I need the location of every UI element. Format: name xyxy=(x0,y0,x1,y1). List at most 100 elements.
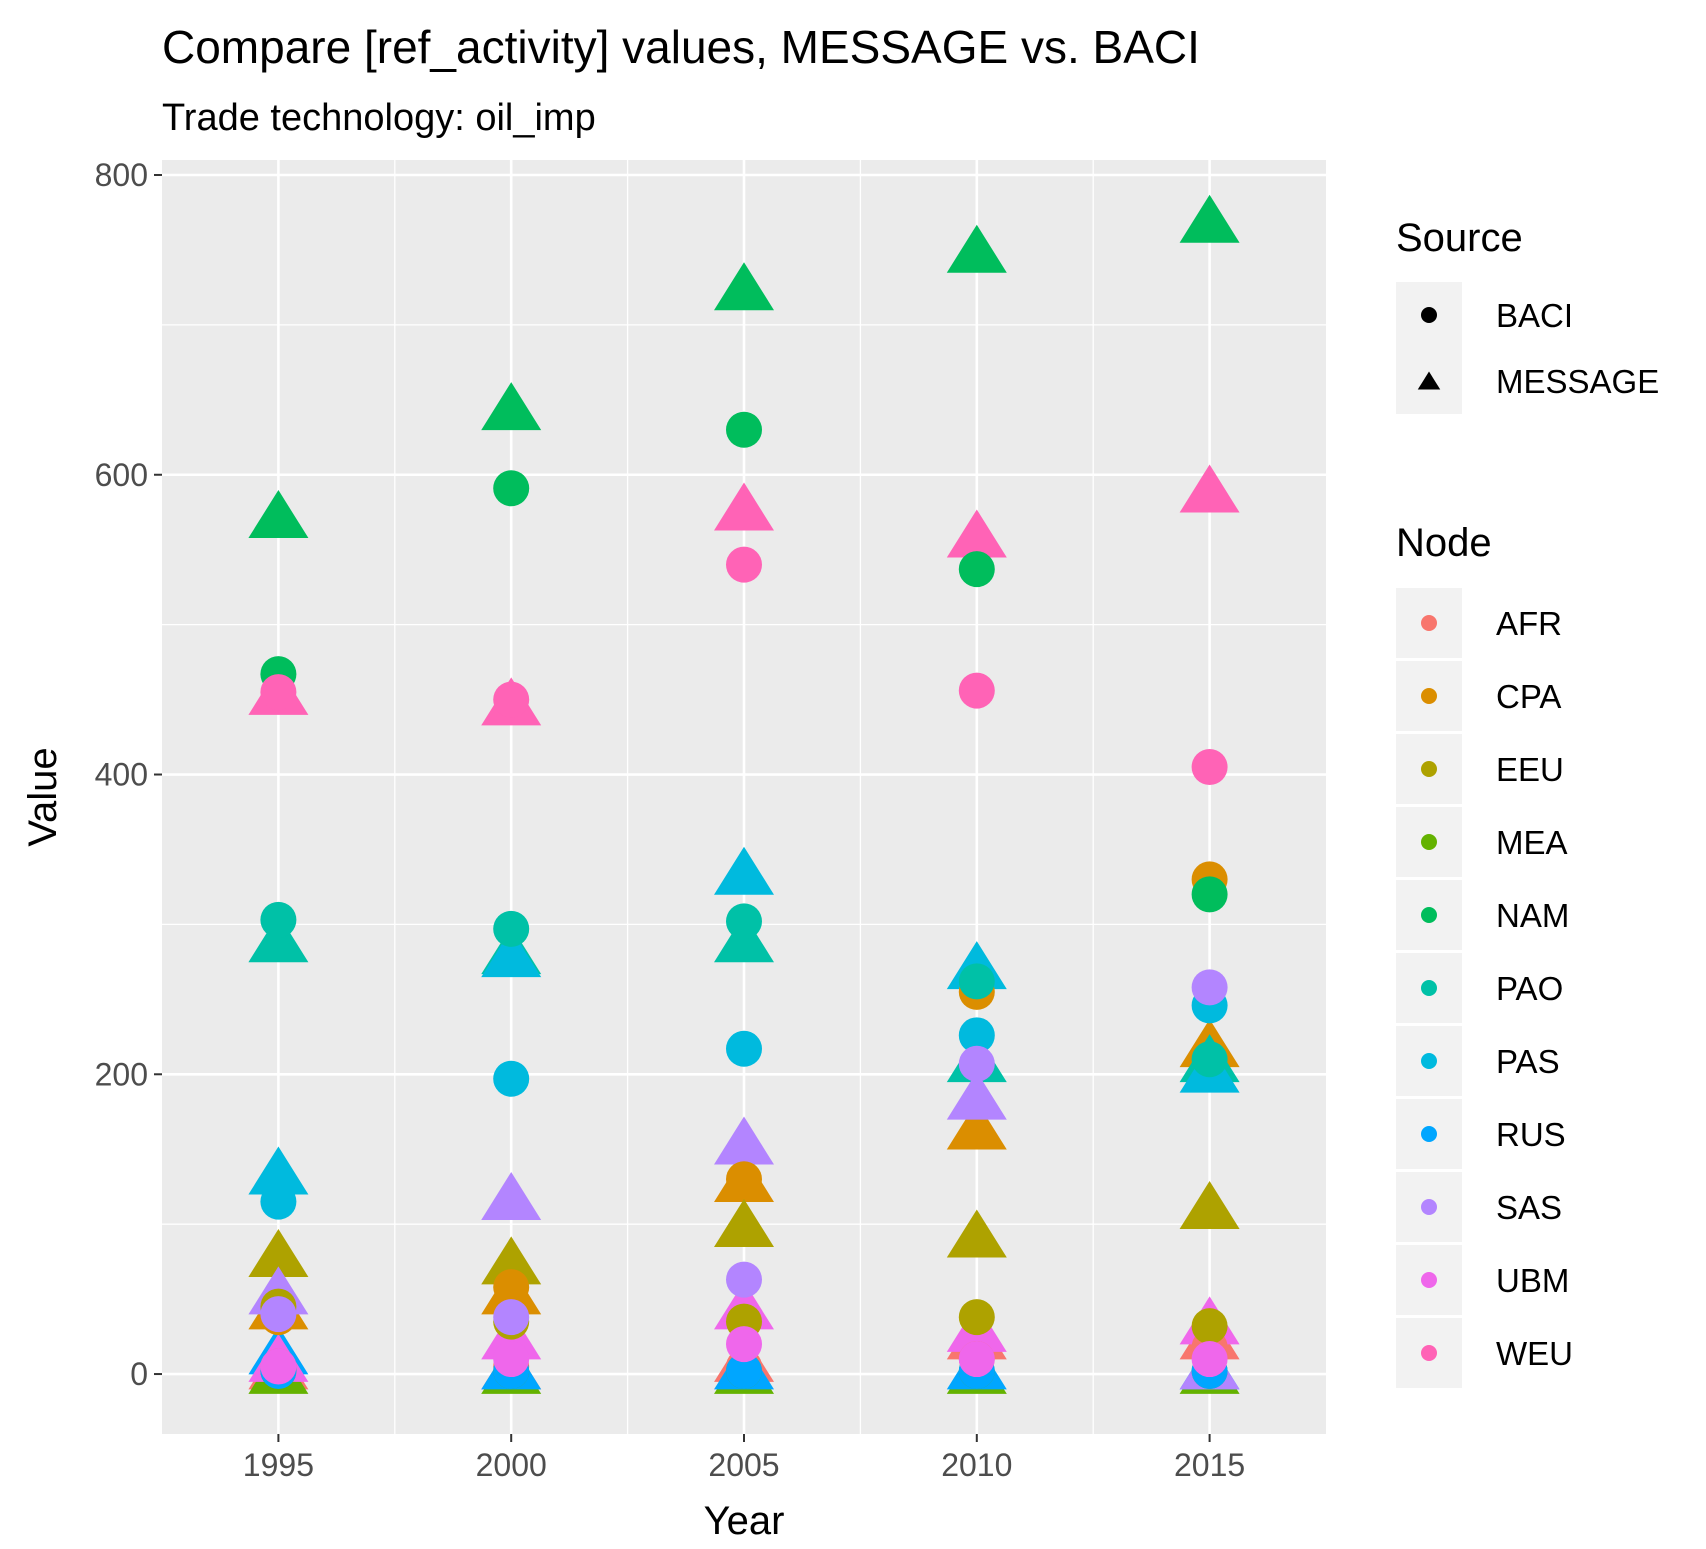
y-tick-label: 0 xyxy=(130,1356,148,1392)
point-ubm-baci-2000 xyxy=(493,1341,530,1378)
legend-source-title: Source xyxy=(1396,216,1523,260)
point-nam-baci-2005 xyxy=(726,411,762,448)
point-pas-baci-2010 xyxy=(958,1017,995,1054)
x-tick-label: 2015 xyxy=(1174,1447,1245,1483)
point-pas-baci-2000 xyxy=(493,1060,530,1097)
legend-node-key-dot xyxy=(1421,980,1437,996)
x-tick-label: 2000 xyxy=(476,1447,547,1483)
point-pao-baci-2015 xyxy=(1191,1041,1228,1078)
point-sas-message-2000 xyxy=(481,1171,542,1220)
legend-node-key-dot xyxy=(1421,1345,1437,1361)
legend-node-label: SAS xyxy=(1496,1189,1562,1226)
point-eeu-message-2010 xyxy=(946,1209,1007,1258)
chart-subtitle: Trade technology: oil_imp xyxy=(162,97,596,139)
legend-node-label: PAS xyxy=(1496,1043,1560,1080)
legend-node-title: Node xyxy=(1396,521,1492,565)
legend-node-key-dot xyxy=(1421,761,1437,777)
point-weu-baci-2015 xyxy=(1191,749,1228,786)
point-weu-baci-2010 xyxy=(958,672,995,709)
point-weu-baci-1995 xyxy=(260,674,297,711)
point-ubm-baci-2015 xyxy=(1191,1341,1228,1378)
point-weu-baci-2005 xyxy=(726,546,762,583)
point-nam-baci-2010 xyxy=(958,551,995,588)
legend-node: Node AFR CPA EEU MEA NAM PAO PAS RUS SAS UBM WEU xyxy=(1396,521,1573,1388)
legend-node-key-dot xyxy=(1421,1053,1437,1069)
legend-node-label: CPA xyxy=(1496,678,1561,715)
legend-source-key-circle xyxy=(1421,307,1437,323)
point-nam-baci-2000 xyxy=(493,470,530,507)
point-pao-baci-1995 xyxy=(260,901,297,938)
y-tick-label: 800 xyxy=(95,157,148,193)
point-eeu-message-2015 xyxy=(1179,1180,1240,1229)
point-sas-baci-2005 xyxy=(726,1261,762,1298)
point-weu-baci-2000 xyxy=(493,681,530,718)
legend-source-label: BACI xyxy=(1496,297,1573,334)
legend-node-label: PAO xyxy=(1496,970,1563,1007)
x-axis: 1995 2000 2005 2010 2015 xyxy=(243,1434,1245,1483)
point-nam-message-2000 xyxy=(481,382,542,431)
point-eeu-message-2000 xyxy=(481,1236,542,1285)
points-layer xyxy=(248,194,1240,1394)
legend-node-label: RUS xyxy=(1496,1116,1566,1153)
point-nam-message-2005 xyxy=(714,262,774,311)
point-sas-baci-2010 xyxy=(958,1045,995,1082)
point-pao-message-1995 xyxy=(248,914,309,963)
point-pao-baci-2010 xyxy=(958,963,995,1000)
point-cpa-baci-2005 xyxy=(726,1161,762,1198)
point-pas-message-2000 xyxy=(481,929,542,978)
point-weu-message-2005 xyxy=(714,482,774,531)
legend-node-label: AFR xyxy=(1496,605,1562,642)
legend-node-key-dot xyxy=(1421,834,1437,850)
point-nam-message-1995 xyxy=(248,490,309,539)
point-eeu-message-1995 xyxy=(248,1228,309,1277)
y-tick-label: 400 xyxy=(95,757,148,793)
point-nam-baci-2015 xyxy=(1191,876,1228,913)
point-ubm-baci-2005 xyxy=(726,1326,762,1363)
legend-node-label: WEU xyxy=(1496,1335,1573,1372)
legend-node-key-dot xyxy=(1421,907,1437,923)
point-pao-baci-2000 xyxy=(493,910,530,947)
point-sas-baci-1995 xyxy=(260,1296,297,1333)
x-tick-label: 2010 xyxy=(941,1447,1012,1483)
legend-source: Source BACI MESSAGE xyxy=(1396,216,1659,414)
point-sas-message-2005 xyxy=(714,1116,774,1165)
point-sas-message-2010 xyxy=(946,1071,1007,1120)
legend-node-label: MEA xyxy=(1496,824,1568,861)
point-sas-baci-2015 xyxy=(1191,969,1228,1006)
point-pas-baci-2005 xyxy=(726,1030,762,1067)
point-cpa-message-2010 xyxy=(946,1101,1007,1150)
legend-node-label: EEU xyxy=(1496,751,1564,788)
point-pao-baci-2005 xyxy=(726,903,762,940)
point-nam-message-2015 xyxy=(1179,194,1240,243)
point-ubm-baci-1995 xyxy=(260,1348,297,1385)
point-pas-baci-1995 xyxy=(260,1183,297,1220)
y-axis: 0 200 400 600 800 xyxy=(95,157,162,1392)
legend-source-label: MESSAGE xyxy=(1496,363,1659,400)
legend-node-label: NAM xyxy=(1496,897,1569,934)
point-ubm-baci-2010 xyxy=(958,1341,995,1378)
y-tick-label: 200 xyxy=(95,1056,148,1092)
x-axis-title: Year xyxy=(704,1499,785,1543)
chart-title: Compare [ref_activity] values, MESSAGE v… xyxy=(162,21,1200,73)
point-weu-message-2015 xyxy=(1179,464,1240,513)
point-eeu-baci-2010 xyxy=(958,1299,995,1336)
legend-node-key-dot xyxy=(1421,1199,1437,1215)
legend-node-key-dot xyxy=(1421,1126,1437,1142)
point-weu-message-2010 xyxy=(946,509,1007,558)
point-pas-message-2005 xyxy=(714,846,774,895)
legend-node-key-dot xyxy=(1421,1272,1437,1288)
legend-node-key-dot xyxy=(1421,615,1437,631)
point-nam-message-2010 xyxy=(946,224,1007,273)
legend-node-key-dot xyxy=(1421,688,1437,704)
point-eeu-message-2005 xyxy=(714,1198,774,1247)
legend-node-label: UBM xyxy=(1496,1262,1569,1299)
point-cpa-baci-2000 xyxy=(493,1269,530,1306)
y-tick-label: 600 xyxy=(95,457,148,493)
point-pas-message-1995 xyxy=(248,1146,309,1195)
legend-source-key-triangle xyxy=(1417,371,1441,390)
y-axis-title: Value xyxy=(21,747,65,846)
x-tick-label: 2005 xyxy=(708,1447,779,1483)
point-sas-baci-2000 xyxy=(493,1299,530,1336)
x-tick-label: 1995 xyxy=(243,1447,314,1483)
